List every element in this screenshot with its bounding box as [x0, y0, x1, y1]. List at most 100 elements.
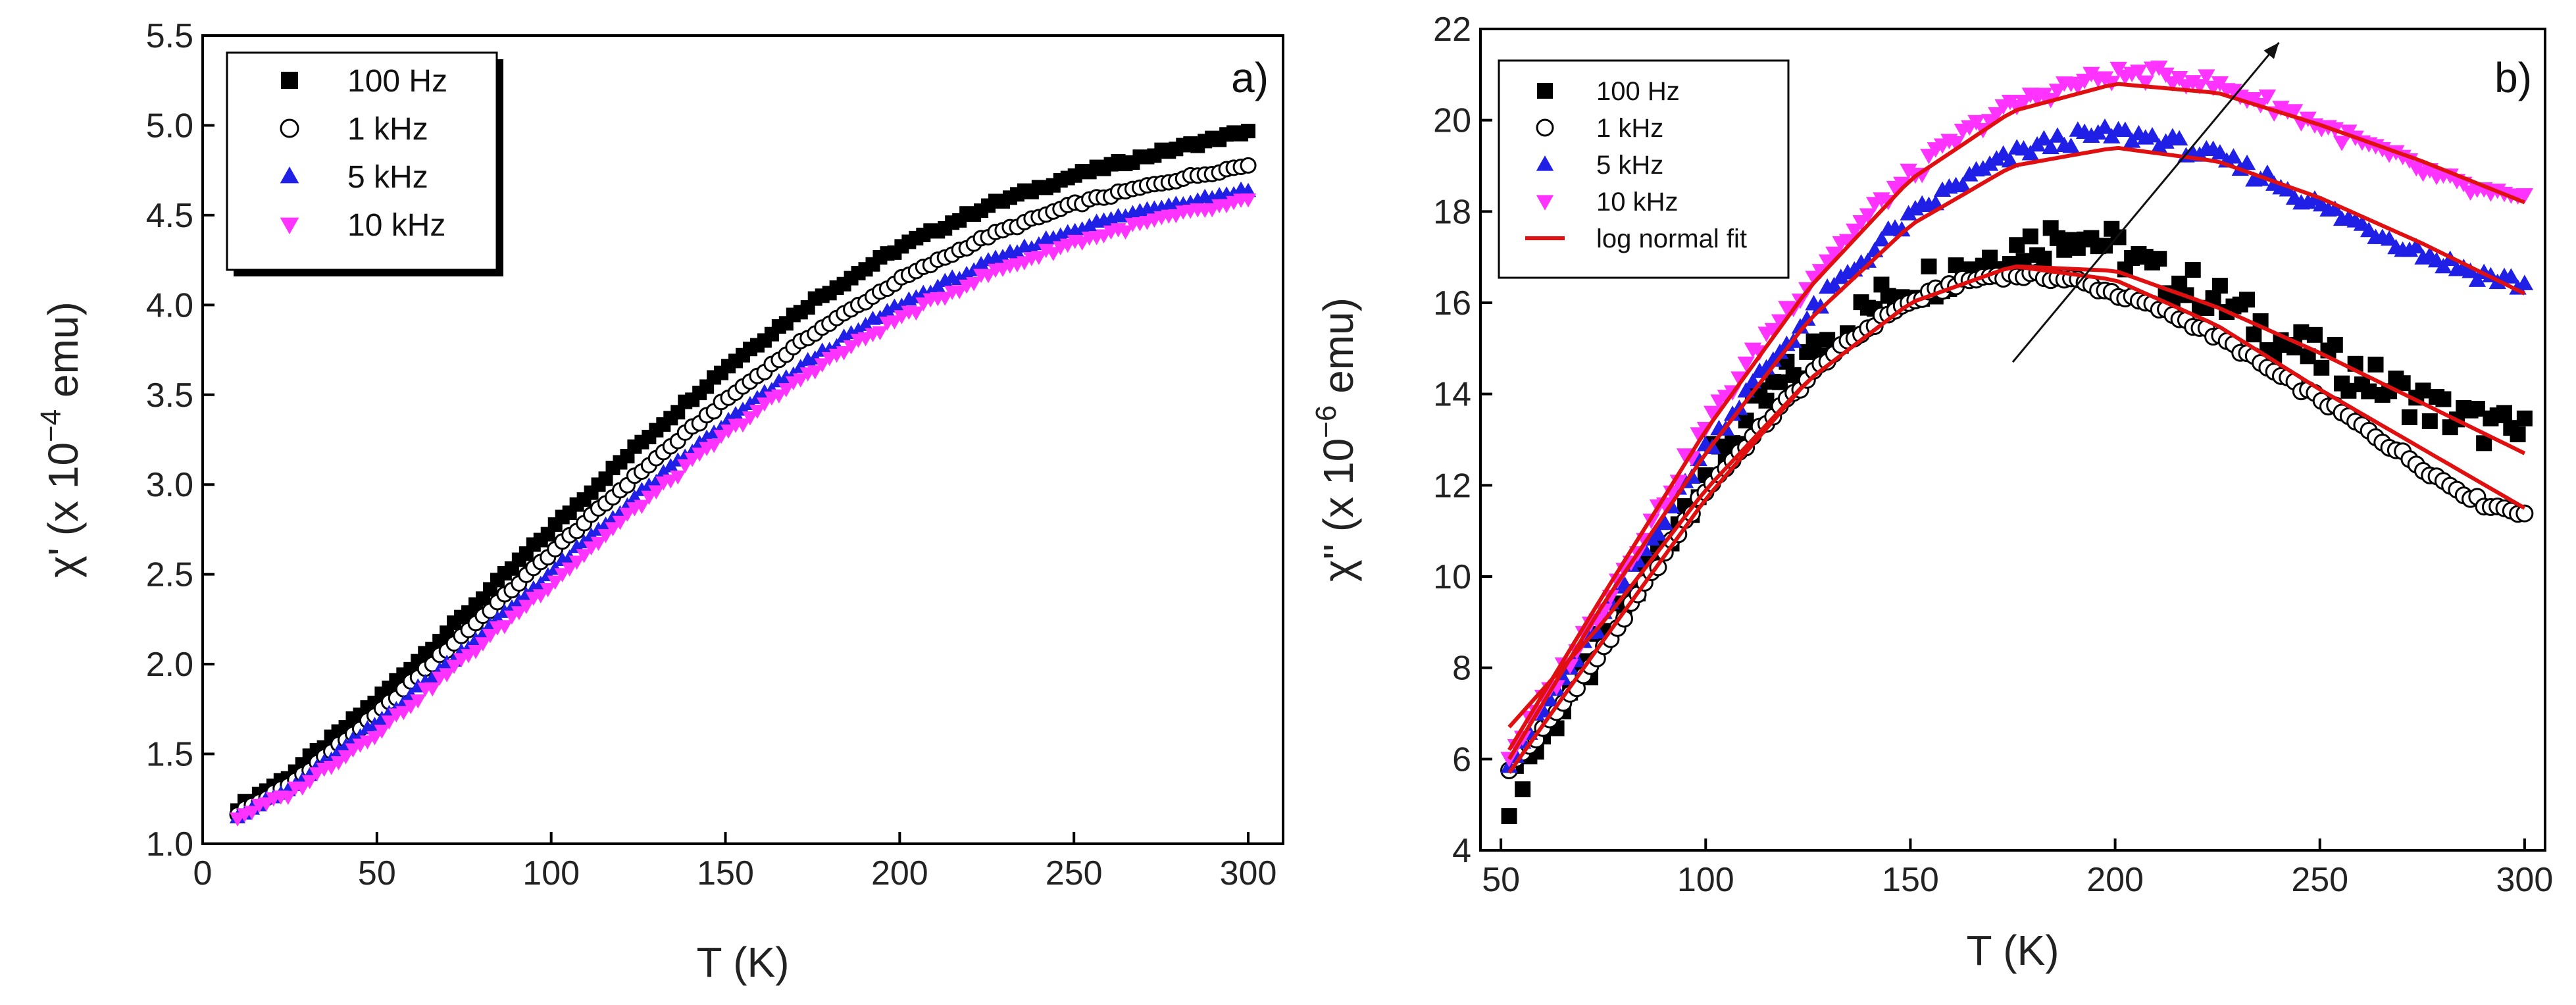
legend-item: 10 kHz	[1536, 188, 1679, 217]
data-point	[1764, 322, 1782, 339]
data-point	[972, 255, 990, 271]
legend-item: 1 kHz	[280, 112, 428, 147]
data-point	[807, 365, 823, 380]
data-point	[561, 562, 578, 577]
data-point	[1683, 451, 1701, 467]
data-point	[1737, 356, 1755, 373]
x-tick-label: 50	[1482, 861, 1520, 899]
legend-item: 1 kHz	[1536, 114, 1663, 143]
data-point	[2198, 69, 2215, 85]
data-point	[1818, 254, 1836, 270]
data-point	[605, 522, 621, 536]
panel-a-legend-items: 100 Hz 1 kHz 5 kHz 10 kHz	[280, 64, 447, 243]
y-tick-label: 12	[1433, 467, 1471, 505]
data-point	[2502, 268, 2520, 284]
data-point	[2246, 326, 2262, 343]
data-point	[1074, 236, 1090, 251]
data-point	[2021, 145, 2040, 161]
legend-item: 10 kHz	[280, 208, 445, 243]
data-point	[1806, 333, 1822, 349]
data-point	[2190, 79, 2209, 95]
panel-b-tag: b)	[2494, 54, 2532, 101]
legend-item-fit: log normal fit	[1525, 224, 1747, 253]
data-point	[597, 528, 614, 544]
data-point	[1081, 217, 1098, 232]
data-point	[547, 575, 563, 590]
data-point	[590, 536, 607, 552]
y-tick-label: 5.0	[146, 107, 193, 145]
data-point	[706, 438, 722, 453]
data-point	[258, 797, 274, 812]
data-point	[692, 448, 708, 462]
data-point	[474, 637, 492, 652]
data-point	[330, 756, 347, 771]
data-point	[410, 694, 426, 709]
panel-b-y-ticks: 4 6 8 10 12 14 16 18 20 22	[1433, 11, 1492, 870]
data-point	[1988, 107, 2006, 123]
data-point	[1690, 450, 1707, 467]
data-point	[879, 303, 896, 317]
data-point	[1704, 405, 1721, 422]
data-point	[2130, 64, 2148, 80]
data-point	[2340, 382, 2357, 399]
data-point	[937, 292, 953, 306]
data-point	[2510, 426, 2526, 442]
data-point	[2279, 181, 2296, 197]
panel-b-fit-lines	[1507, 82, 2526, 774]
data-point	[2333, 136, 2351, 151]
data-point	[1947, 136, 1965, 152]
data-point	[2116, 121, 2134, 138]
data-point	[1893, 176, 1911, 192]
y-tick-label: 2.5	[146, 556, 193, 594]
y-tick-label: 1.5	[146, 736, 193, 774]
data-point	[540, 583, 556, 598]
y-tick-label: 4	[1452, 832, 1471, 870]
data-point	[2096, 118, 2114, 134]
x-tick-label: 300	[1220, 854, 1277, 892]
x-tick-label: 200	[2086, 861, 2144, 899]
data-point	[648, 485, 665, 500]
data-point	[374, 725, 390, 739]
panel-a-tag: a)	[1231, 54, 1269, 101]
data-point	[2515, 504, 2534, 523]
data-point	[1240, 193, 1257, 208]
legend-marker	[1536, 118, 1554, 137]
data-point	[1772, 374, 1788, 390]
data-point	[2109, 61, 2127, 78]
panel-a-x-axis-label: T (K)	[696, 939, 789, 986]
legend-label: 100 Hz	[1596, 77, 1680, 106]
data-point	[1921, 258, 1937, 274]
data-point	[1846, 223, 1863, 240]
y-tick-label: 3.5	[146, 376, 193, 415]
data-point	[713, 430, 730, 444]
data-point	[1771, 314, 1789, 330]
legend-label: 5 kHz	[1596, 151, 1663, 180]
data-point	[338, 750, 354, 765]
data-point	[1515, 781, 1531, 798]
data-point	[734, 418, 751, 433]
legend-marker	[1536, 155, 1554, 171]
data-point	[619, 507, 636, 522]
data-point	[778, 383, 794, 398]
data-point	[2225, 148, 2242, 164]
data-point	[2285, 104, 2304, 120]
data-point	[1649, 525, 1667, 541]
data-point	[554, 568, 570, 582]
data-point	[2151, 251, 2167, 267]
data-point	[2042, 138, 2059, 155]
panel-a-legend-box	[226, 51, 498, 271]
data-point	[612, 515, 628, 530]
log-normal-fit-line	[1507, 264, 2526, 729]
data-point	[2022, 228, 2038, 245]
panel-b-y-axis-label: χ'' (x 10−6 emu)	[1310, 297, 1362, 582]
y-tick-label: 14	[1433, 376, 1471, 414]
data-point	[381, 715, 397, 730]
x-tick-label: 150	[1882, 861, 1939, 899]
data-point	[1811, 298, 1830, 314]
data-point	[1893, 220, 1911, 237]
data-point	[439, 668, 455, 683]
data-point	[1771, 343, 1789, 359]
log-normal-fit-line	[1507, 265, 2526, 774]
panel-a-x-ticks: 0 50 100 150 200 250 300	[193, 832, 1277, 892]
y-tick-label: 18	[1433, 193, 1471, 231]
